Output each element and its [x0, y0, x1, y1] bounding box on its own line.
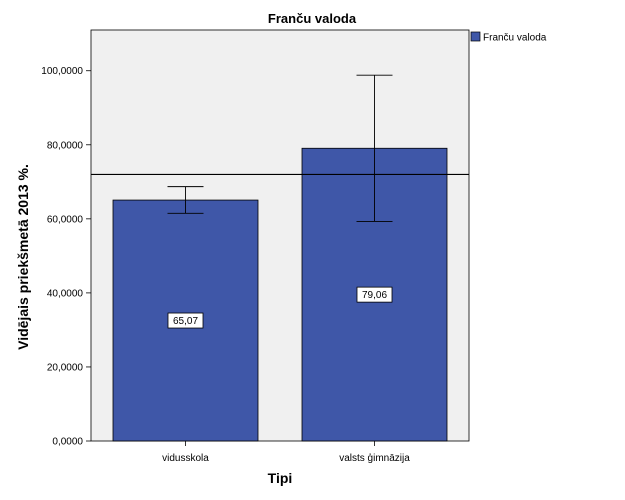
y-tick-label: 100,0000	[41, 66, 83, 77]
error-bars	[167, 74, 393, 222]
chart-title: Franču valoda	[268, 11, 357, 26]
x-axis: vidusskola valsts ģimnāzija	[162, 441, 410, 464]
error-bar	[167, 186, 204, 214]
y-tick-label: 20,0000	[47, 362, 84, 373]
legend-label: Franču valoda	[483, 33, 547, 44]
svg-text:79,06: 79,06	[362, 290, 387, 301]
y-tick-label: 0,0000	[52, 437, 83, 448]
y-tick-label: 80,0000	[47, 140, 84, 151]
y-axis-title: Vidējais priekšmetā 2013 %.	[15, 164, 31, 350]
y-tick-label: 60,0000	[47, 214, 84, 225]
data-label: 79,06	[356, 286, 393, 303]
y-tick-label: 40,0000	[47, 288, 84, 299]
x-tick-label: valsts ģimnāzija	[339, 451, 410, 464]
data-label: 65,07	[167, 312, 204, 329]
x-axis-title: Tipi	[268, 470, 293, 486]
legend: Franču valoda	[470, 31, 547, 44]
svg-text:65,07: 65,07	[173, 316, 198, 327]
error-bar	[356, 74, 393, 222]
y-axis: 0,0000 20,0000 40,0000 60,0000 80,0000 100,00…	[41, 66, 91, 448]
legend-swatch	[470, 31, 481, 42]
x-tick-label: vidusskola	[162, 453, 209, 464]
data-labels: 65,07 79,06	[167, 286, 393, 329]
